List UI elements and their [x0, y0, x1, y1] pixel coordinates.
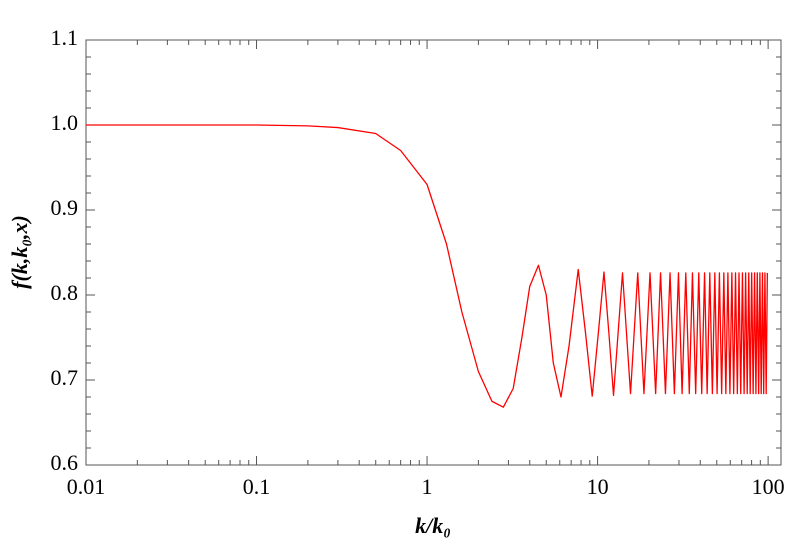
plot-frame	[85, 39, 782, 466]
x-tick-label: 0.01	[67, 474, 106, 499]
y-tick-label: 0.8	[51, 280, 79, 305]
x-tick-label: 1	[422, 474, 433, 499]
y-tick-label: 0.6	[51, 450, 79, 475]
x-tick-label: 10	[587, 474, 609, 499]
y-tick-label: 1.1	[51, 25, 79, 50]
y-axis-label: f(k,k₀,x)	[7, 215, 32, 289]
x-tick-label: 100	[752, 474, 785, 499]
x-axis-label: k/k₀	[415, 513, 451, 538]
y-tick-label: 0.9	[51, 195, 79, 220]
data-line	[86, 124, 769, 408]
y-tick-label: 1.0	[51, 110, 79, 135]
x-tick-label: 0.1	[243, 474, 271, 499]
y-tick-label: 0.7	[51, 365, 79, 390]
